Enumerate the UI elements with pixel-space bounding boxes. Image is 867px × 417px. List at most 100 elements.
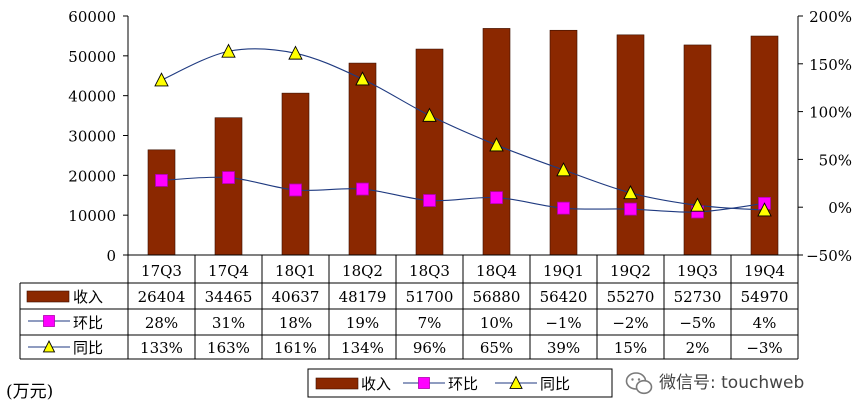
watermark: 微信号: touchweb	[625, 372, 804, 395]
hb-value-label: 19%	[346, 314, 379, 332]
tb-row-marker	[42, 340, 56, 353]
category-label: 18Q2	[342, 262, 383, 280]
hb-marker	[557, 201, 570, 215]
revenue-value-label: 26404	[138, 288, 186, 306]
revenue-row-label: 收入	[73, 288, 103, 306]
revenue-value-label: 54970	[741, 288, 789, 306]
hb-marker	[289, 183, 302, 197]
left-tick-label: 10000	[68, 207, 116, 225]
right-tick-label: −50%	[806, 247, 852, 265]
hb-value-label: 4%	[753, 314, 777, 332]
legend: 收入 环比 同比	[307, 368, 613, 398]
revenue-value-label: 55270	[607, 288, 655, 306]
hb-value-label: −5%	[679, 314, 715, 332]
revenue-bar	[147, 149, 176, 256]
tb-value-label: 2%	[686, 339, 710, 357]
tb-marker	[355, 71, 370, 86]
tb-value-label: 65%	[480, 339, 513, 357]
tb-marker	[422, 107, 437, 122]
category-label: 19Q3	[677, 262, 718, 280]
hb-marker	[356, 182, 369, 196]
category-label: 17Q3	[141, 262, 182, 280]
wechat-icon	[625, 372, 653, 395]
category-label: 18Q3	[409, 262, 450, 280]
right-tick-label: 50%	[819, 151, 852, 169]
right-tick-label: 150%	[809, 56, 852, 74]
right-tick-label: 0%	[828, 199, 852, 217]
hb-value-label: 31%	[212, 314, 245, 332]
hb-line	[161, 176, 765, 213]
revenue-bar	[415, 48, 444, 256]
tb-marker	[221, 43, 236, 58]
tb-value-label: 39%	[547, 339, 580, 357]
revenue-bar	[281, 92, 310, 256]
tb-marker	[288, 45, 303, 60]
revenue-value-label: 52730	[674, 288, 722, 306]
watermark-text: 微信号: touchweb	[659, 373, 804, 393]
category-label: 19Q4	[744, 262, 785, 280]
revenue-value-label: 48179	[339, 288, 387, 306]
hb-row-marker	[43, 315, 55, 327]
data-table: 17Q3 17Q4 18Q1 18Q2 18Q3 18Q4 19Q1 19Q2 19Q3 19Q4…	[19, 254, 799, 360]
tb-row-label: 同比	[73, 339, 103, 357]
tb-value-label: 163%	[207, 339, 250, 357]
hb-marker	[624, 202, 637, 216]
right-tick-label: 200%	[809, 8, 852, 26]
revenue-bar	[750, 35, 779, 256]
revenue-bar	[214, 117, 243, 256]
hb-value-label: 18%	[279, 314, 312, 332]
legend-box	[307, 368, 613, 398]
revenue-value-label: 34465	[205, 288, 253, 306]
revenue-value-label: 56420	[540, 288, 588, 306]
tb-marker	[623, 185, 638, 200]
hb-value-label: 10%	[480, 314, 513, 332]
revenue-bar	[683, 44, 712, 256]
tb-value-label: 96%	[413, 339, 446, 357]
left-tick-label: 50000	[68, 48, 116, 66]
category-label: 19Q1	[543, 262, 584, 280]
hb-row-label: 环比	[73, 314, 103, 332]
legend-hb-label: 环比	[448, 375, 478, 393]
category-label: 18Q4	[476, 262, 517, 280]
left-tick-label: 40000	[68, 88, 116, 106]
tb-value-label: 15%	[614, 339, 647, 357]
tb-marker	[489, 137, 504, 152]
tb-marker	[757, 202, 772, 217]
left-tick-label: 30000	[68, 128, 116, 146]
plot-area: 0 10000 20000 30000 40000 50000 60000 −50% 0% 50%…	[68, 8, 852, 265]
legend-tb-label: 同比	[540, 375, 570, 393]
tb-line	[161, 48, 765, 211]
legend-revenue-swatch	[315, 377, 359, 390]
revenue-value-label: 51700	[406, 288, 454, 306]
hb-marker	[490, 191, 503, 205]
revenue-value-label: 56880	[473, 288, 521, 306]
unit-label: (万元)	[6, 382, 53, 402]
hb-value-label: −1%	[545, 314, 581, 332]
tb-value-label: 161%	[274, 339, 317, 357]
revenue-bar	[549, 29, 578, 256]
left-tick-label: 0	[106, 247, 116, 265]
revenue-bar	[348, 62, 377, 256]
category-label: 17Q4	[208, 262, 249, 280]
hb-marker	[155, 174, 168, 187]
tb-value-label: 134%	[341, 339, 384, 357]
legend-revenue-label: 收入	[361, 375, 391, 393]
category-label: 19Q2	[610, 262, 651, 280]
hb-marker	[423, 194, 436, 207]
hb-marker	[222, 171, 235, 184]
category-label: 18Q1	[275, 262, 316, 280]
legend-hb-marker	[418, 377, 430, 389]
left-tick-label: 60000	[68, 8, 116, 26]
revenue-value-label: 40637	[272, 288, 320, 306]
tb-marker	[690, 197, 705, 212]
legend-tb-marker	[509, 375, 523, 389]
tb-marker	[154, 72, 169, 87]
left-tick-label: 20000	[68, 167, 116, 185]
tb-marker	[556, 162, 571, 177]
tb-value-label: 133%	[140, 339, 183, 357]
right-tick-label: 100%	[809, 104, 852, 122]
hb-value-label: −2%	[612, 314, 648, 332]
tb-value-label: −3%	[746, 339, 782, 357]
revenue-bar	[616, 34, 645, 256]
